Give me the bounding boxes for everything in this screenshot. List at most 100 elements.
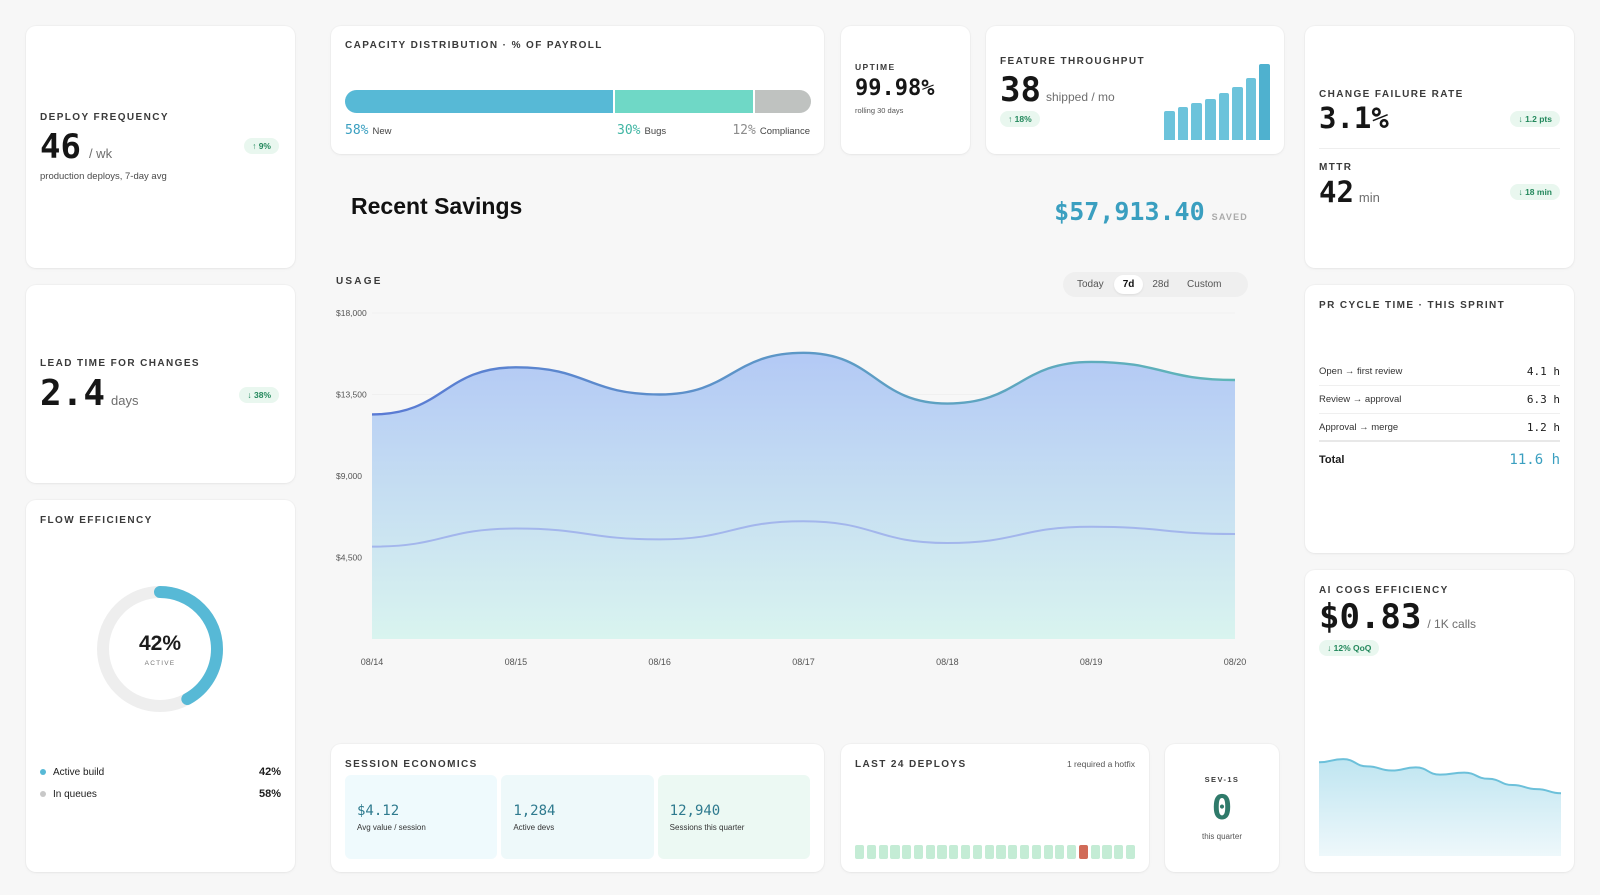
deploy-cell [1090, 845, 1100, 859]
x-tick-label: 08/16 [648, 657, 671, 667]
deploy-cell [878, 845, 888, 859]
deploy-cell [866, 845, 876, 859]
deploy-cell [1114, 845, 1124, 859]
deploy-cell [1031, 845, 1041, 859]
tab-label: 28d [1152, 279, 1170, 290]
cfr-divider [1319, 148, 1560, 149]
pr-cycle-row-label: Open → first review [1319, 366, 1403, 377]
capacity-segment-bugs [615, 90, 756, 113]
pr-cycle-row-label: Approval → merge [1319, 421, 1399, 433]
deploys-note: 1 required a hotfix [1066, 759, 1135, 769]
throughput-bar [1164, 111, 1175, 140]
lead-time-card: LEAD TIME FOR CHANGES 2.4 days ↓ 38% [26, 285, 295, 483]
mttr-unit: min [1358, 190, 1380, 205]
legend-in-queues: In queues 58% [40, 783, 281, 805]
throughput-label: FEATURE THROUGHPUT [1000, 56, 1146, 67]
cogs-area [1319, 759, 1561, 856]
session-label: SESSION ECONOMICS [345, 759, 478, 770]
capacity-segment-new [345, 90, 616, 113]
deploy-cell [972, 845, 982, 859]
uptime-caption: rolling 30 days [855, 106, 904, 115]
x-tick-label: 08/14 [361, 657, 384, 667]
savings-amount-block: $57,913.40 SAVED [1054, 197, 1248, 226]
lead-time-value: 2.4 [40, 373, 106, 414]
chart-x-ticks: 08/14 08/15 08/16 08/17 08/18 08/19 08/20 [361, 657, 1247, 667]
capacity-label-new: 58% New [345, 123, 392, 138]
pr-cycle-row: Review → approval 6.3 h [1319, 386, 1560, 414]
y-tick-label: $18,000 [336, 308, 367, 318]
series-line-bottom [371, 520, 1236, 548]
x-tick-label: 08/15 [505, 657, 528, 667]
mttr-label: MTTR [1319, 162, 1353, 173]
savings-amount: $57,913.40 [1054, 197, 1205, 226]
throughput-bar [1259, 64, 1270, 140]
tab-custom[interactable]: Custom [1178, 275, 1230, 294]
change-failure-badge: ↓ 1.2 pts [1510, 111, 1560, 127]
deploy-cell [937, 845, 947, 859]
sev-label: SEV-1S [1204, 775, 1240, 784]
tab-today[interactable]: Today [1067, 275, 1114, 294]
throughput-bar [1245, 78, 1257, 140]
tab-7d[interactable]: 7d [1113, 275, 1144, 294]
capacity-name: Bugs [644, 126, 667, 137]
session-tiles: $4.12 Avg value / session 1,284 Active d… [345, 775, 810, 859]
ai-cogs-sparkline [1319, 758, 1561, 856]
deploy-frequency-value: 46 [40, 127, 81, 167]
ai-cogs-unit: / 1K calls [1427, 617, 1477, 631]
capacity-label-compliance: 12% Compliance [732, 123, 810, 138]
legend-dot-queues [40, 791, 46, 797]
throughput-bar [1191, 103, 1202, 140]
session-tile-value: 12,940 [669, 803, 721, 819]
pr-cycle-row: Approval → merge 1.2 h [1319, 414, 1560, 442]
legend-active-build: Active build 42% [40, 761, 281, 783]
pr-cycle-total-value: 11.6 h [1509, 452, 1560, 468]
capacity-pct: 30% [617, 123, 641, 138]
deploy-cell-hotfix [1078, 845, 1089, 859]
uptime-value: 99.98% [855, 76, 935, 101]
throughput-bar [1232, 86, 1243, 140]
pr-cycle-total-row: Total 11.6 h [1319, 442, 1560, 478]
deploy-cell [984, 845, 994, 859]
deploy-cell [1008, 845, 1018, 859]
lead-time-label: LEAD TIME FOR CHANGES [40, 358, 200, 369]
session-tile-value: 1,284 [513, 803, 556, 819]
usage-label: USAGE [336, 276, 383, 287]
pr-cycle-card: PR CYCLE TIME · THIS SPRINT Open → first… [1305, 285, 1574, 553]
uptime-label: UPTIME [855, 62, 896, 72]
lead-time-unit: days [111, 393, 139, 408]
mttr-value: 42 [1319, 175, 1354, 209]
deploy-cell [1055, 845, 1065, 859]
session-tile-value: $4.12 [357, 803, 400, 819]
tab-label: Custom [1187, 279, 1222, 290]
capacity-name: New [372, 126, 392, 137]
donut-active-arc [97, 586, 223, 712]
y-tick-label: $13,500 [336, 390, 367, 400]
change-failure-card: CHANGE FAILURE RATE 3.1% ↓ 1.2 pts MTTR … [1305, 26, 1574, 268]
flow-legend: Active build 42% In queues 58% [40, 761, 281, 805]
legend-value: 58% [258, 788, 281, 800]
pr-cycle-row-value: 6.3 h [1526, 393, 1560, 406]
capacity-pct: 12% [732, 123, 756, 138]
deploy-cell [1067, 845, 1077, 859]
deploy-frequency-badge: ↑ 9% [244, 138, 279, 154]
donut-caption: ACTIVE [144, 660, 176, 667]
session-tile-caption: Active devs [513, 823, 555, 832]
deploys-strip [855, 845, 1136, 859]
change-failure-label: CHANGE FAILURE RATE [1319, 89, 1464, 100]
throughput-value: 38 [1000, 70, 1041, 110]
savings-suffix: SAVED [1211, 212, 1248, 222]
throughput-bars [1164, 64, 1270, 140]
change-failure-value: 3.1% [1319, 101, 1389, 135]
x-tick-label: 08/18 [936, 657, 959, 667]
pr-cycle-row-label: Review → approval [1319, 394, 1402, 405]
flow-efficiency-donut [97, 586, 223, 712]
deploy-cell [925, 845, 935, 859]
capacity-bar [345, 90, 811, 113]
area-fill-top [372, 352, 1235, 639]
tab-label: 7d [1122, 279, 1135, 290]
tab-28d[interactable]: 28d [1143, 275, 1178, 294]
ai-cogs-label: AI COGS EFFICIENCY [1319, 585, 1449, 596]
deploy-cell [1125, 845, 1136, 859]
capacity-pct: 58% [345, 123, 369, 138]
throughput-bar [1177, 107, 1189, 140]
